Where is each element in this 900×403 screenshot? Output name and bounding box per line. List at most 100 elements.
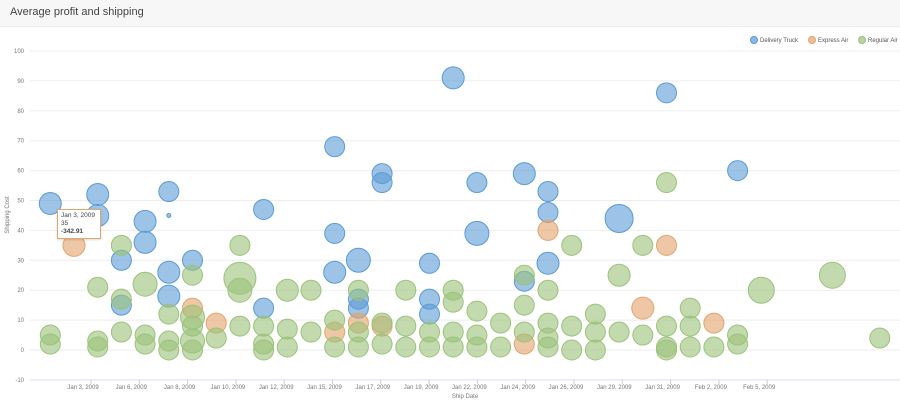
bubble-regular-air[interactable] bbox=[110, 288, 132, 310]
bubble-regular-air[interactable] bbox=[584, 321, 606, 343]
bubble-regular-air[interactable] bbox=[182, 339, 203, 361]
bubble-regular-air[interactable] bbox=[324, 309, 346, 331]
bubble-regular-air[interactable] bbox=[679, 315, 701, 337]
bubble-delivery-truck[interactable] bbox=[158, 181, 180, 203]
bubble-express-air[interactable] bbox=[631, 296, 655, 320]
bubble-regular-air[interactable] bbox=[39, 333, 61, 355]
bubble-regular-air[interactable] bbox=[395, 279, 417, 301]
bubble-delivery-truck[interactable] bbox=[419, 252, 440, 274]
bubble-regular-air[interactable] bbox=[490, 336, 512, 358]
bubble-express-air[interactable] bbox=[656, 234, 677, 256]
bubble-delivery-truck[interactable] bbox=[166, 212, 172, 218]
bubble-regular-air[interactable] bbox=[703, 336, 725, 358]
bubble-regular-air[interactable] bbox=[869, 327, 891, 349]
tooltip-profit: -342.91 bbox=[61, 228, 84, 235]
bubble-regular-air[interactable] bbox=[442, 336, 464, 358]
bubble-delivery-truck[interactable] bbox=[157, 260, 181, 284]
bubble-regular-air[interactable] bbox=[513, 294, 535, 316]
bubble-regular-air[interactable] bbox=[371, 333, 393, 355]
bubble-regular-air[interactable] bbox=[276, 336, 298, 358]
bubble-regular-air[interactable] bbox=[607, 263, 631, 287]
bubble-regular-air[interactable] bbox=[632, 324, 654, 346]
bubble-delivery-truck[interactable] bbox=[133, 230, 157, 254]
legend-label[interactable]: Regular Air bbox=[868, 38, 898, 44]
bubble-express-air[interactable] bbox=[537, 219, 559, 241]
bubble-delivery-truck[interactable] bbox=[466, 172, 488, 194]
bubble-delivery-truck[interactable] bbox=[133, 209, 157, 233]
bubble-regular-air[interactable] bbox=[537, 336, 559, 358]
bubble-regular-air[interactable] bbox=[656, 339, 677, 361]
bubble-regular-air[interactable] bbox=[608, 321, 630, 343]
bubble-regular-air[interactable] bbox=[656, 315, 677, 337]
bubble-regular-air[interactable] bbox=[679, 336, 701, 358]
bubble-regular-air[interactable] bbox=[134, 333, 156, 355]
bubble-regular-air[interactable] bbox=[818, 261, 846, 289]
bubble-regular-air[interactable] bbox=[347, 279, 369, 301]
bubble-regular-air[interactable] bbox=[466, 336, 488, 358]
bubble-regular-air[interactable] bbox=[371, 312, 393, 334]
bubble-regular-air[interactable] bbox=[253, 339, 275, 361]
bubble-regular-air[interactable] bbox=[229, 315, 251, 337]
bubble-regular-air[interactable] bbox=[110, 321, 132, 343]
bubble-delivery-truck[interactable] bbox=[512, 162, 536, 186]
bubble-regular-air[interactable] bbox=[87, 276, 109, 298]
y-axis-label: Shipping Cost bbox=[5, 196, 11, 234]
bubble-regular-air[interactable] bbox=[110, 234, 132, 256]
bubble-delivery-truck[interactable] bbox=[727, 160, 749, 182]
bubble-delivery-truck[interactable] bbox=[253, 198, 275, 220]
bubble-regular-air[interactable] bbox=[324, 336, 346, 358]
bubble-regular-air[interactable] bbox=[584, 303, 606, 325]
bubble-delivery-truck[interactable] bbox=[38, 191, 62, 215]
bubble-regular-air[interactable] bbox=[513, 321, 535, 343]
bubble-regular-air[interactable] bbox=[395, 315, 417, 337]
bubble-regular-air[interactable] bbox=[561, 315, 583, 337]
bubble-regular-air[interactable] bbox=[253, 315, 275, 337]
bubble-regular-air[interactable] bbox=[205, 327, 227, 349]
bubble-regular-air[interactable] bbox=[727, 333, 749, 355]
bubble-regular-air[interactable] bbox=[300, 279, 322, 301]
legend-label[interactable]: Express Air bbox=[818, 38, 848, 44]
bubble-delivery-truck[interactable] bbox=[419, 303, 440, 325]
bubble-delivery-truck[interactable] bbox=[86, 183, 110, 207]
bubble-delivery-truck[interactable] bbox=[371, 172, 393, 194]
bubble-regular-air[interactable] bbox=[747, 276, 775, 304]
bubble-regular-air[interactable] bbox=[300, 321, 322, 343]
bubble-regular-air[interactable] bbox=[87, 336, 109, 358]
bubble-regular-air[interactable] bbox=[229, 234, 251, 256]
bubble-delivery-truck[interactable] bbox=[656, 82, 677, 104]
bubble-regular-air[interactable] bbox=[537, 279, 559, 301]
bubble-regular-air[interactable] bbox=[158, 339, 180, 361]
bubble-delivery-truck[interactable] bbox=[324, 136, 346, 158]
bubble-regular-air[interactable] bbox=[419, 336, 440, 358]
bubble-regular-air[interactable] bbox=[679, 297, 701, 319]
bubble-regular-air[interactable] bbox=[275, 278, 299, 302]
bubble-delivery-truck[interactable] bbox=[536, 251, 560, 275]
bubble-regular-air[interactable] bbox=[584, 339, 606, 361]
bubble-regular-air[interactable] bbox=[347, 336, 369, 358]
bubble-regular-air[interactable] bbox=[276, 318, 298, 340]
bubble-regular-air[interactable] bbox=[227, 277, 253, 303]
bubble-regular-air[interactable] bbox=[158, 303, 180, 325]
bubble-regular-air[interactable] bbox=[132, 271, 158, 297]
bubble-delivery-truck[interactable] bbox=[441, 66, 465, 90]
bubble-delivery-truck[interactable] bbox=[464, 220, 490, 246]
bubble-regular-air[interactable] bbox=[632, 234, 654, 256]
bubble-regular-air[interactable] bbox=[490, 312, 512, 334]
bubble-regular-air[interactable] bbox=[561, 234, 583, 256]
bubble-regular-air[interactable] bbox=[561, 339, 583, 361]
bubble-delivery-truck[interactable] bbox=[345, 247, 371, 273]
bubble-regular-air[interactable] bbox=[182, 264, 203, 286]
bubble-regular-air[interactable] bbox=[395, 336, 417, 358]
bubble-regular-air[interactable] bbox=[656, 172, 677, 194]
bubble-regular-air[interactable] bbox=[513, 264, 535, 286]
bubble-regular-air[interactable] bbox=[442, 291, 464, 313]
bubble-delivery-truck[interactable] bbox=[324, 222, 346, 244]
bubble-delivery-truck[interactable] bbox=[604, 203, 634, 233]
bubble-delivery-truck[interactable] bbox=[323, 260, 347, 284]
legend-label[interactable]: Delivery Truck bbox=[760, 38, 799, 44]
bubble-delivery-truck[interactable] bbox=[537, 201, 559, 223]
bubble-regular-air[interactable] bbox=[466, 300, 488, 322]
bubble-delivery-truck[interactable] bbox=[253, 297, 275, 319]
bubble-express-air[interactable] bbox=[703, 312, 725, 334]
bubble-delivery-truck[interactable] bbox=[537, 181, 559, 203]
